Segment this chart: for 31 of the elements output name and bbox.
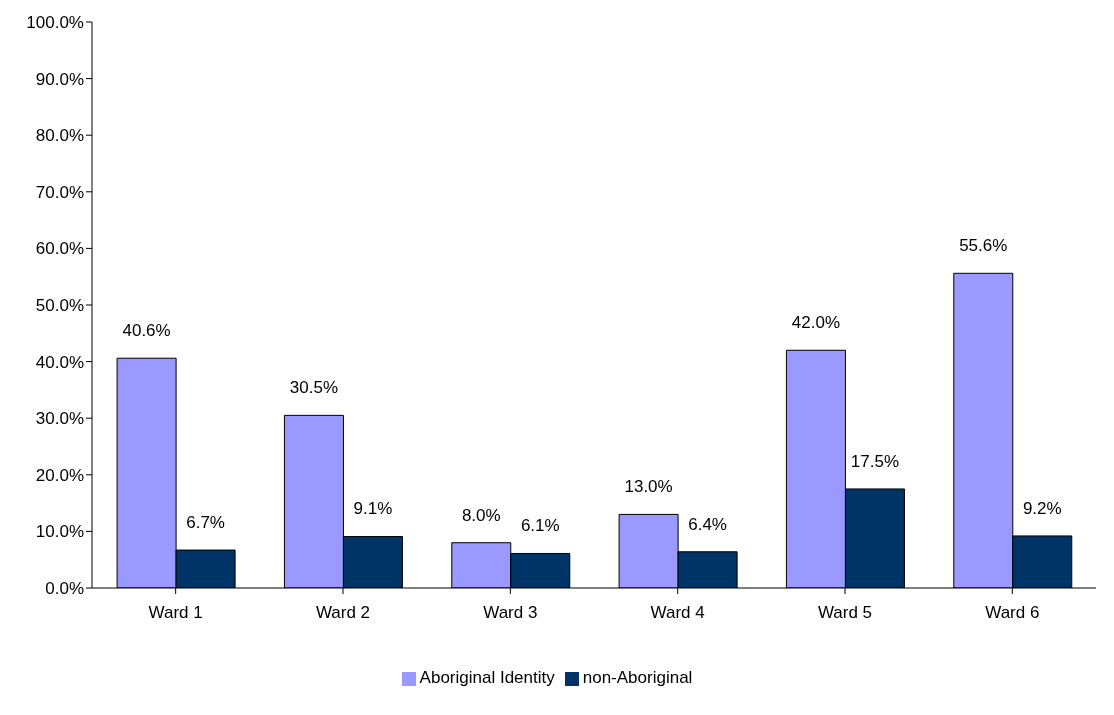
data-label: 13.0% (624, 477, 673, 497)
data-label: 6.7% (186, 513, 225, 533)
x-tick-label: Ward 5 (817, 603, 873, 623)
y-tick-label: 90.0% (35, 69, 84, 89)
data-label: 6.4% (688, 514, 727, 534)
y-tick-label: 100.0% (26, 13, 84, 33)
data-label: 9.2% (1022, 498, 1062, 518)
x-tick-label: Ward 6 (985, 603, 1040, 623)
x-tick-label: Ward 2 (315, 603, 371, 623)
y-tick-label: 0.0% (45, 579, 84, 599)
y-tick-label: 40.0% (35, 352, 84, 372)
y-tick-label: 80.0% (35, 126, 84, 146)
data-label: 40.6% (122, 321, 171, 341)
data-label: 6.1% (520, 516, 560, 536)
data-label: 17.5% (850, 451, 900, 471)
data-label: 8.0% (461, 505, 501, 525)
x-tick-label: Ward 4 (650, 603, 705, 623)
legend-label: non-Aboriginal (582, 668, 693, 687)
x-tick-label: Ward 1 (148, 603, 203, 623)
data-label: 42.0% (791, 313, 841, 333)
y-tick-label: 20.0% (35, 465, 84, 485)
y-tick-label: 10.0% (35, 522, 84, 542)
x-tick-label: Ward 3 (483, 603, 538, 623)
y-tick-label: 50.0% (35, 296, 84, 316)
legend-label: Aboriginal Identity (419, 668, 555, 687)
data-label: 55.6% (959, 236, 1008, 256)
y-tick-label: 60.0% (35, 239, 84, 259)
data-label: 9.1% (353, 499, 393, 519)
data-label: 30.5% (289, 378, 339, 398)
y-tick-label: 70.0% (35, 182, 84, 202)
y-tick-label: 30.0% (35, 409, 84, 429)
